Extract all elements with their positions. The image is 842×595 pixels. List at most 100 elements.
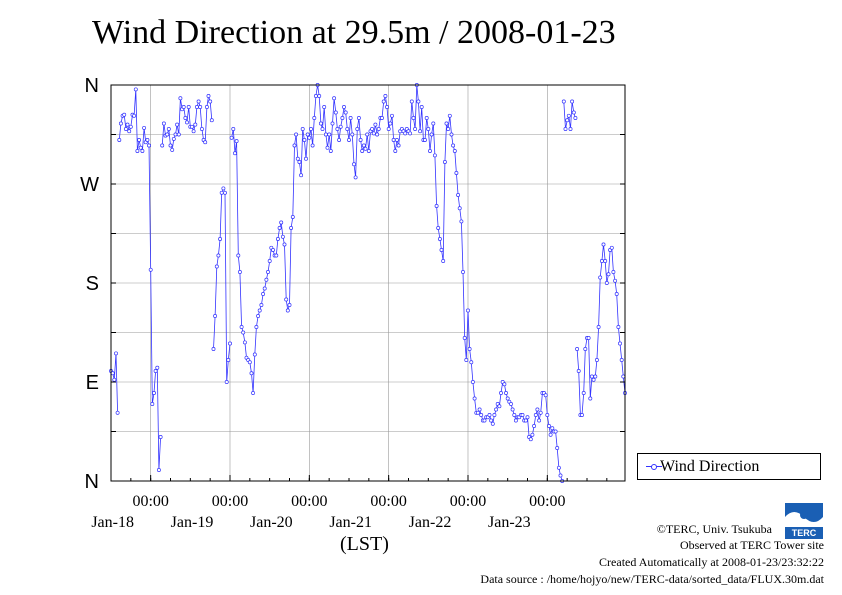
data-point bbox=[370, 127, 375, 131]
data-point bbox=[348, 116, 353, 120]
data-point bbox=[381, 99, 386, 104]
data-point bbox=[408, 131, 413, 136]
x-tick-date-label: Jan-19 bbox=[171, 514, 214, 531]
data-point bbox=[165, 132, 170, 137]
data-point bbox=[573, 116, 578, 120]
data-point bbox=[363, 146, 368, 151]
data-point bbox=[566, 113, 571, 118]
data-point bbox=[148, 267, 153, 272]
data-point bbox=[132, 113, 137, 118]
data-point bbox=[343, 110, 348, 115]
data-point bbox=[236, 253, 241, 258]
data-point bbox=[153, 369, 158, 373]
data-point bbox=[123, 127, 128, 131]
data-point bbox=[294, 132, 299, 137]
data-point bbox=[588, 396, 593, 401]
data-point bbox=[437, 237, 442, 241]
x-tick-time-label: 00:00 bbox=[529, 493, 565, 510]
data-point bbox=[470, 380, 475, 384]
data-point bbox=[292, 143, 297, 148]
data-point bbox=[409, 99, 414, 104]
data-point bbox=[581, 391, 586, 395]
data-point bbox=[312, 116, 317, 120]
data-point bbox=[190, 124, 194, 129]
data-point bbox=[499, 391, 503, 395]
data-point bbox=[598, 275, 603, 280]
data-point bbox=[168, 143, 173, 148]
data-point bbox=[365, 132, 370, 137]
data-point bbox=[594, 358, 599, 362]
x-tick-date-label: Jan-21 bbox=[329, 514, 372, 531]
x-tick-time-label: 00:00 bbox=[291, 493, 327, 510]
data-point bbox=[194, 105, 199, 109]
data-point bbox=[239, 325, 244, 329]
data-point bbox=[166, 127, 171, 131]
data-point bbox=[439, 248, 444, 252]
data-point bbox=[203, 140, 208, 145]
data-point bbox=[446, 127, 451, 131]
data-point bbox=[345, 127, 350, 131]
data-point bbox=[459, 219, 464, 224]
data-point bbox=[233, 151, 237, 156]
data-point bbox=[231, 127, 236, 131]
y-axis: N E S W N bbox=[80, 75, 625, 493]
data-point bbox=[264, 277, 269, 282]
data-point bbox=[385, 105, 389, 109]
data-point bbox=[570, 99, 575, 104]
data-point bbox=[304, 156, 308, 161]
data-point bbox=[249, 371, 254, 376]
x-axis: 00:00Jan-1800:00Jan-1900:00Jan-2000:00Ja… bbox=[91, 475, 608, 531]
data-point bbox=[441, 259, 446, 263]
data-point bbox=[375, 132, 380, 137]
data-point bbox=[118, 121, 123, 126]
data-point bbox=[181, 105, 186, 109]
data-point bbox=[327, 132, 332, 137]
data-point bbox=[310, 143, 315, 148]
data-point bbox=[216, 253, 221, 258]
data-point bbox=[447, 113, 452, 118]
data-point bbox=[461, 270, 465, 274]
data-point bbox=[606, 272, 611, 277]
data-point bbox=[371, 131, 376, 136]
data-point bbox=[342, 105, 346, 109]
data-point bbox=[241, 330, 246, 335]
data-point bbox=[593, 374, 598, 379]
data-point bbox=[133, 87, 138, 92]
data-point bbox=[376, 127, 381, 131]
data-point bbox=[426, 127, 431, 131]
data-point bbox=[256, 314, 261, 318]
data-point bbox=[358, 138, 363, 142]
data-point bbox=[462, 336, 467, 340]
data-point bbox=[419, 105, 424, 109]
y-tick-label: S bbox=[86, 273, 99, 295]
data-point bbox=[611, 270, 616, 274]
data-point bbox=[512, 413, 517, 417]
data-point bbox=[112, 377, 117, 382]
data-point bbox=[416, 99, 421, 104]
data-point bbox=[621, 374, 626, 379]
data-point bbox=[467, 347, 472, 351]
data-point bbox=[423, 138, 427, 142]
data-point bbox=[429, 132, 434, 137]
data-point bbox=[475, 410, 480, 415]
data-point bbox=[289, 226, 294, 230]
data-point bbox=[604, 281, 609, 285]
data-point bbox=[214, 264, 219, 269]
data-point bbox=[449, 132, 454, 137]
data-point bbox=[299, 173, 304, 178]
data-point bbox=[550, 426, 555, 431]
data-point bbox=[583, 347, 588, 351]
data-point bbox=[110, 371, 115, 376]
y-tick-label: N bbox=[85, 471, 99, 493]
x-tick-time-label: 00:00 bbox=[370, 493, 406, 510]
data-point bbox=[271, 248, 275, 252]
data-point bbox=[251, 391, 256, 395]
data-point bbox=[247, 360, 252, 365]
data-point bbox=[254, 325, 259, 329]
data-point bbox=[208, 99, 213, 104]
data-point bbox=[266, 270, 270, 274]
data-point bbox=[386, 127, 391, 131]
data-point bbox=[444, 121, 449, 126]
data-point bbox=[347, 138, 351, 142]
data-point bbox=[497, 404, 502, 409]
